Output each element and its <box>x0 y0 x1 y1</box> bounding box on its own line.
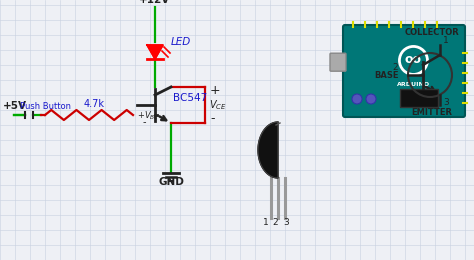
Text: 3: 3 <box>283 218 289 227</box>
Circle shape <box>400 47 428 74</box>
FancyBboxPatch shape <box>343 25 465 117</box>
Circle shape <box>352 94 362 104</box>
Text: 4.7k: 4.7k <box>84 99 105 109</box>
Polygon shape <box>258 122 278 178</box>
Text: $V_{CE}$: $V_{CE}$ <box>209 98 227 112</box>
Text: 1: 1 <box>443 36 449 45</box>
Text: 3: 3 <box>443 98 449 107</box>
Text: oo: oo <box>405 53 422 66</box>
Polygon shape <box>147 45 163 59</box>
Text: GND: GND <box>158 177 184 187</box>
Text: -: - <box>143 117 146 127</box>
Text: Push Button: Push Button <box>20 102 71 111</box>
Text: 2: 2 <box>392 63 398 72</box>
Text: -: - <box>210 113 215 126</box>
Text: +$V_{BE}$: +$V_{BE}$ <box>137 110 159 122</box>
Text: 2: 2 <box>272 218 278 227</box>
Text: +: + <box>210 84 220 98</box>
FancyBboxPatch shape <box>400 89 438 107</box>
Text: +5V: +5V <box>3 101 27 111</box>
Text: COLLECTOR: COLLECTOR <box>405 28 459 37</box>
Text: 1: 1 <box>263 218 269 227</box>
Text: +12V: +12V <box>139 0 171 5</box>
Circle shape <box>366 94 376 104</box>
Text: LED: LED <box>171 37 191 47</box>
Text: BASE: BASE <box>374 71 399 80</box>
Text: EMITTER: EMITTER <box>411 108 453 117</box>
FancyBboxPatch shape <box>330 53 346 71</box>
Text: ARDUINO: ARDUINO <box>397 82 430 87</box>
Text: BC547: BC547 <box>173 93 207 103</box>
